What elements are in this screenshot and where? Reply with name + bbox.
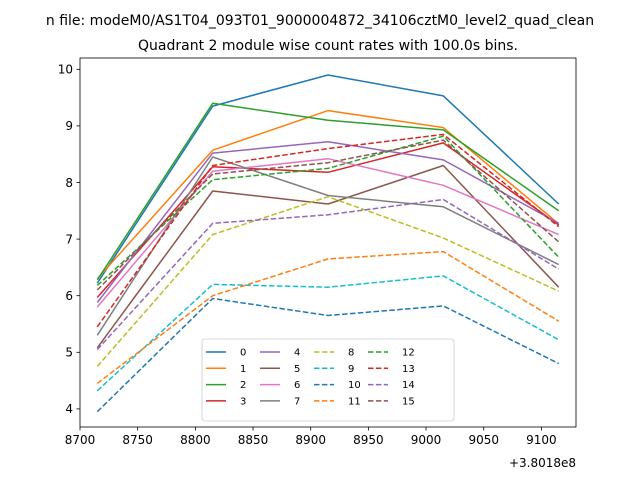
series-line-11 bbox=[96, 250, 560, 384]
chart-suptitle: n file: modeM0/AS1T04_093T01_9000004872_… bbox=[46, 13, 594, 29]
legend-label-9: 9 bbox=[348, 364, 354, 375]
legend-label-12: 12 bbox=[402, 348, 415, 359]
x-tick-label: 9000 bbox=[411, 433, 442, 447]
plot-frame bbox=[79, 57, 577, 428]
series-line-9 bbox=[96, 275, 560, 392]
series-line-4 bbox=[96, 141, 560, 303]
series-line-5 bbox=[96, 164, 560, 349]
legend-label-13: 13 bbox=[402, 364, 415, 375]
legend-label-5: 5 bbox=[294, 364, 300, 375]
x-tick-label: 9100 bbox=[526, 433, 557, 447]
series-line-3 bbox=[96, 142, 560, 298]
x-tick-label: 9050 bbox=[468, 433, 499, 447]
series-line-0 bbox=[96, 74, 560, 284]
series-line-14 bbox=[96, 198, 560, 351]
y-tick-label: 8 bbox=[65, 176, 73, 190]
series-line-15 bbox=[96, 139, 560, 291]
plot-area: 8700 8750 8800 8850 8900 8950 9000 9050 91004567… bbox=[58, 57, 577, 447]
y-tick-label: 4 bbox=[65, 402, 73, 416]
series-lines bbox=[96, 74, 560, 413]
legend-label-4: 4 bbox=[294, 348, 300, 359]
series-line-1 bbox=[96, 109, 560, 280]
legend-label-3: 3 bbox=[240, 397, 246, 408]
x-tick-label: 8850 bbox=[238, 433, 269, 447]
legend-label-11: 11 bbox=[348, 397, 361, 408]
y-tick-label: 10 bbox=[58, 63, 73, 77]
x-tick-label: 8700 bbox=[65, 433, 96, 447]
legend-label-8: 8 bbox=[348, 348, 354, 359]
legend-label-14: 14 bbox=[402, 380, 415, 391]
legend-label-7: 7 bbox=[294, 397, 300, 408]
legend-label-6: 6 bbox=[294, 380, 300, 391]
legend-label-2: 2 bbox=[240, 380, 246, 391]
chart-title: Quadrant 2 module wise count rates with … bbox=[138, 38, 518, 54]
x-tick-label: 8900 bbox=[295, 433, 326, 447]
y-tick-label: 7 bbox=[65, 232, 73, 246]
series-line-12 bbox=[96, 135, 560, 287]
x-tick-label: 8750 bbox=[122, 433, 153, 447]
series-line-8 bbox=[96, 195, 560, 367]
legend-label-15: 15 bbox=[402, 397, 415, 408]
legend-label-0: 0 bbox=[240, 348, 246, 359]
y-tick-label: 9 bbox=[65, 119, 73, 133]
x-tick-label: 8950 bbox=[353, 433, 384, 447]
series-line-10 bbox=[96, 297, 560, 413]
x-offset-label: +3.8018e8 bbox=[509, 456, 576, 470]
legend-label-1: 1 bbox=[240, 364, 246, 375]
legend-label-10: 10 bbox=[348, 380, 361, 391]
series-line-7 bbox=[96, 156, 560, 336]
y-tick-label: 6 bbox=[65, 289, 73, 303]
x-tick-label: 8800 bbox=[180, 433, 211, 447]
y-tick-label: 5 bbox=[65, 346, 73, 360]
series-line-2 bbox=[96, 102, 560, 281]
